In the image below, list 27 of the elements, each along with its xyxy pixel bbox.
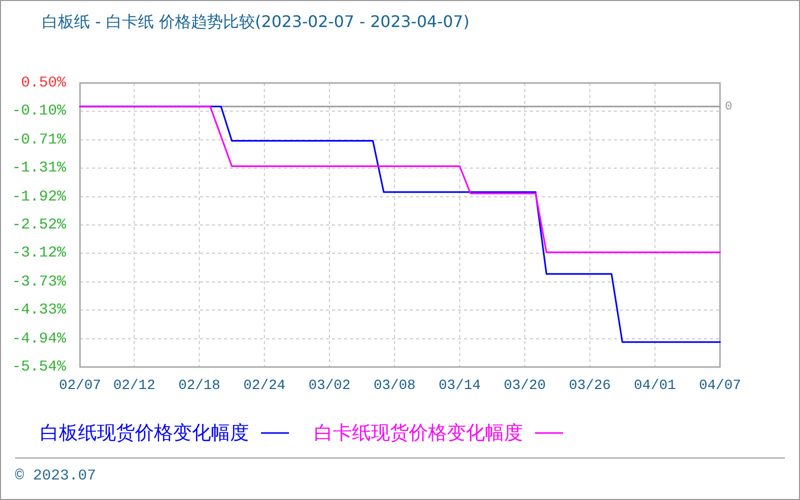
y-tick-label: -1.31% xyxy=(12,160,67,177)
legend-label: 白板纸现货价格变化幅度 xyxy=(40,422,249,444)
legend-label: 白卡纸现货价格变化幅度 xyxy=(314,422,523,444)
x-tick-label: 04/07 xyxy=(698,378,742,394)
x-tick-label: 03/26 xyxy=(568,378,611,394)
x-tick-label: 04/01 xyxy=(634,378,676,394)
x-tick-label: 02/18 xyxy=(178,378,220,394)
y-tick-label: -4.33% xyxy=(12,302,67,319)
chart-title: 白板纸 - 白卡纸 价格趋势比较(2023-02-07 - 2023-04-07) xyxy=(42,12,470,31)
x-tick-label: 02/24 xyxy=(243,378,286,394)
x-tick-label: 02/12 xyxy=(113,378,156,394)
y-tick-label: -3.12% xyxy=(12,244,67,262)
x-tick-label: 03/08 xyxy=(374,378,416,394)
y-tick-label: -2.52% xyxy=(12,216,67,234)
x-tick-label: 03/02 xyxy=(308,378,350,394)
text: © 2023.07 xyxy=(15,468,96,484)
x-tick-label: 03/20 xyxy=(504,378,546,394)
y-tick-label: 0.50% xyxy=(20,74,67,92)
y-tick-label: -4.94% xyxy=(12,330,67,348)
x-tick-label: 03/14 xyxy=(438,378,481,394)
y-tick-label: -1.92% xyxy=(12,188,67,206)
ref-line-label: 0 xyxy=(725,100,732,114)
y-tick-label: -0.71% xyxy=(12,131,67,148)
y-tick-label: -3.73% xyxy=(12,273,67,290)
y-tick-label: -5.54% xyxy=(12,358,67,376)
x-tick-label: 02/07 xyxy=(58,378,102,394)
y-tick-label: -0.10% xyxy=(12,102,67,120)
